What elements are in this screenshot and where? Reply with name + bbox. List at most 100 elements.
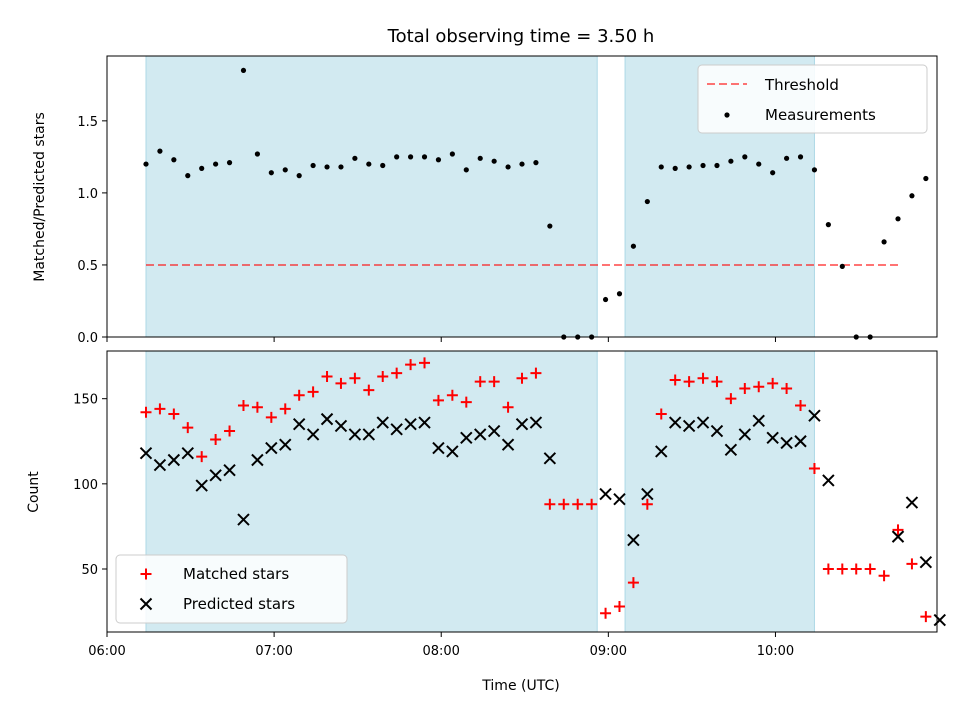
measurement-point xyxy=(533,160,539,166)
measurement-point xyxy=(491,158,497,164)
matched-star-point xyxy=(600,607,612,619)
predicted-star-point xyxy=(668,416,682,429)
measurement-point xyxy=(672,165,678,171)
measurement-point xyxy=(226,160,233,166)
predicted-star-point xyxy=(251,453,264,467)
matched-star-point xyxy=(795,399,807,411)
predicted-star-point xyxy=(766,431,779,445)
measurement-point xyxy=(380,162,386,169)
predicted-star-point xyxy=(209,469,222,482)
matched-star-point xyxy=(530,367,542,379)
predicted-star-point xyxy=(780,436,793,450)
predicted-star-point xyxy=(292,418,306,431)
matched-star-point xyxy=(237,399,249,411)
matched-star-point xyxy=(864,563,876,575)
matched-star-point xyxy=(502,401,514,413)
measurement-point xyxy=(658,164,664,170)
measurement-point xyxy=(324,164,330,170)
bottom-y-axis-label: Count xyxy=(26,471,42,513)
predicted-star-point xyxy=(696,416,710,429)
predicted-star-point xyxy=(460,431,473,445)
matched-star-point xyxy=(432,394,444,406)
matched-star-point xyxy=(182,422,194,434)
matched-star-point xyxy=(349,372,361,384)
predicted-star-point xyxy=(139,446,153,460)
legend-measurements-label: Measurements xyxy=(765,106,876,124)
measurement-point xyxy=(923,175,929,182)
shaded-interval xyxy=(145,55,598,338)
matched-star-point xyxy=(808,463,820,475)
legend: Matched stars Predicted stars xyxy=(115,554,348,624)
matched-star-point xyxy=(892,524,904,536)
matched-star-point xyxy=(558,498,570,510)
legend-predicted-swatch xyxy=(139,597,153,611)
predicted-star-point xyxy=(738,428,752,441)
x-tick-label: 07:00 xyxy=(255,644,292,659)
measurement-point xyxy=(310,162,316,169)
y-tick-label: 0.5 xyxy=(77,259,98,274)
predicted-star-point xyxy=(627,533,640,547)
y-tick-label: 1.5 xyxy=(77,115,98,130)
measurement-point xyxy=(157,148,163,154)
x-tick-label: 10:00 xyxy=(757,644,794,659)
predicted-star-point xyxy=(891,530,905,543)
count-panel: 50 100 150 06:00 07:00 08:00 09:00 10:00 Matched… xyxy=(73,350,946,659)
matched-star-point xyxy=(613,600,625,612)
matched-star-point xyxy=(711,376,723,388)
matched-star-point xyxy=(405,359,417,371)
matched-star-point xyxy=(224,425,236,437)
matched-star-point xyxy=(265,411,277,423)
measurement-point xyxy=(811,167,818,173)
predicted-star-point xyxy=(933,613,946,627)
predicted-star-point xyxy=(641,487,654,501)
predicted-star-point xyxy=(529,416,543,429)
matched-star-point xyxy=(419,357,431,369)
matched-star-point xyxy=(697,372,709,384)
matched-star-point xyxy=(753,381,765,393)
predicted-star-point xyxy=(362,428,376,441)
measurement-point xyxy=(519,161,525,167)
matched-star-point xyxy=(279,403,291,415)
top-y-axis-label: Matched/Predicted stars xyxy=(32,112,48,282)
matched-star-point xyxy=(683,376,695,388)
legend-box xyxy=(697,64,928,134)
y-tick-label: 50 xyxy=(81,563,98,578)
matched-star-point xyxy=(641,498,653,510)
matched-star-point xyxy=(140,406,152,418)
predicted-star-point xyxy=(195,479,208,492)
measurement-point xyxy=(240,67,247,74)
chart-title: Total observing time = 3.50 h xyxy=(387,26,655,47)
predicted-star-point xyxy=(181,446,194,460)
predicted-star-point xyxy=(223,464,236,477)
predicted-star-point xyxy=(446,445,459,458)
matched-star-point xyxy=(474,376,486,388)
matched-star-point xyxy=(781,382,793,394)
matched-star-point xyxy=(460,396,472,408)
measurement-point xyxy=(714,162,720,169)
matched-star-point xyxy=(920,611,932,623)
matched-star-point xyxy=(544,498,556,510)
y-tick-label: 150 xyxy=(73,393,98,408)
predicted-star-point xyxy=(348,428,362,441)
matched-star-point xyxy=(669,374,681,386)
measurement-point xyxy=(895,216,901,222)
matched-star-point xyxy=(572,498,584,510)
matched-star-point xyxy=(391,367,403,379)
matched-star-point xyxy=(767,377,779,389)
measurement-point xyxy=(366,161,372,167)
y-tick-label: 0.0 xyxy=(77,331,98,346)
measurement-point xyxy=(296,173,302,179)
predicted-star-point xyxy=(919,555,933,569)
measurement-point xyxy=(630,243,637,249)
predicted-star-point xyxy=(822,474,835,487)
matched-star-point xyxy=(725,393,737,405)
predicted-star-point xyxy=(279,438,292,451)
measurement-point xyxy=(602,296,609,303)
predicted-star-point xyxy=(752,414,765,428)
matched-star-point xyxy=(321,371,333,383)
predicted-star-point xyxy=(794,435,807,448)
measurement-point xyxy=(477,155,483,161)
matched-star-point xyxy=(210,434,222,446)
matched-star-point xyxy=(168,408,180,420)
